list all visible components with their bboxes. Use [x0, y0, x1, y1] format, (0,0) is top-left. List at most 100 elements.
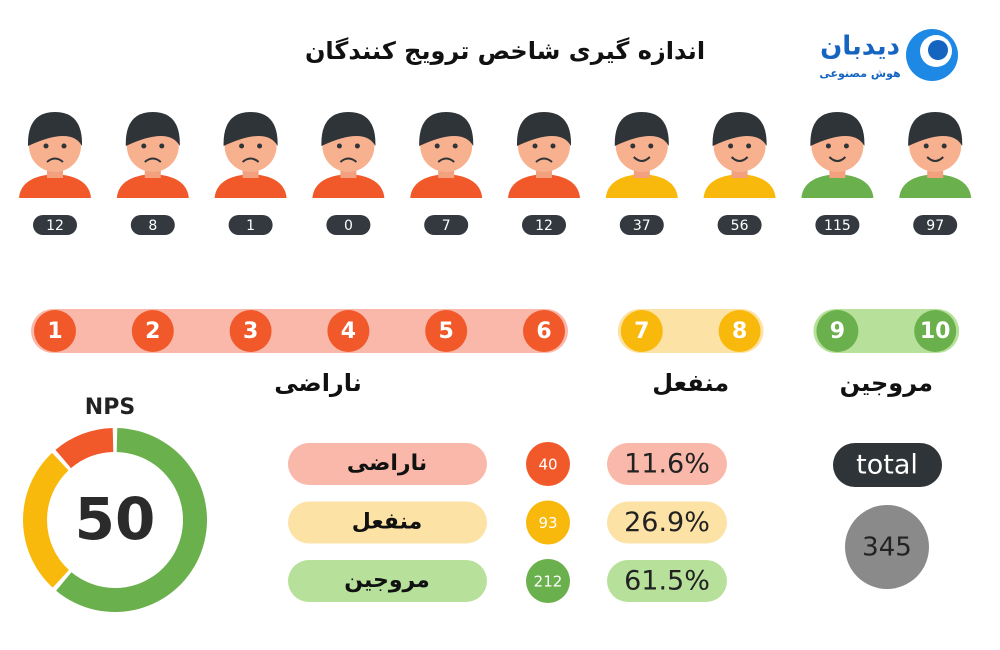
score-number: 1: [47, 319, 62, 344]
face-eye: [257, 143, 263, 149]
count-pill: [326, 215, 371, 235]
group-row-label: منفعل: [352, 510, 423, 535]
face-eye: [61, 143, 67, 149]
logo-tagline: هوش مصنوعی: [819, 67, 900, 80]
score-number: 8: [732, 319, 747, 344]
face-eye: [923, 143, 929, 149]
face-shirt: [801, 174, 874, 198]
face-shirt: [605, 174, 678, 198]
score-number: 9: [830, 319, 845, 344]
face-eye: [43, 143, 49, 149]
face-eye: [336, 143, 342, 149]
face-hair: [908, 112, 963, 146]
face-mouth: [730, 156, 749, 162]
face-eye: [843, 143, 849, 149]
nps-value: 50: [75, 485, 156, 553]
face-count: 12: [535, 218, 553, 234]
score-bubble: [523, 310, 565, 352]
score-bubble: [34, 310, 76, 352]
group-count: 212: [534, 573, 563, 591]
score-bubble: [131, 310, 174, 352]
score-number: 6: [536, 319, 551, 344]
group-label: مروجین: [840, 369, 933, 397]
face-hair: [27, 112, 83, 146]
face-mouth: [926, 156, 944, 162]
face-mouth: [437, 157, 455, 163]
face-count: 115: [824, 218, 851, 234]
face-mouth: [339, 157, 358, 163]
face-count: 12: [46, 218, 64, 234]
face-eye: [354, 143, 360, 149]
face-hair: [419, 112, 474, 146]
score-bubble: [327, 310, 370, 352]
face-count: 8: [148, 218, 157, 234]
percent-pill: [607, 501, 727, 544]
total-circle: [845, 505, 929, 589]
face-shirt: [312, 174, 385, 198]
group-percent: 61.5%: [624, 566, 710, 597]
face-count: 56: [731, 218, 749, 234]
face-count: 1: [246, 218, 255, 234]
face-count: 37: [633, 218, 651, 234]
face-count: 0: [344, 218, 353, 234]
score-bubble: [425, 310, 468, 352]
face: [801, 112, 874, 198]
score-bubble: [229, 310, 272, 352]
face-hair: [223, 112, 278, 146]
score-number: 4: [341, 319, 356, 344]
face-count: 7: [442, 218, 451, 234]
face-eye: [239, 143, 245, 149]
group-row-label: ناراضی: [347, 451, 427, 476]
face: [899, 112, 972, 198]
face-eye: [825, 143, 831, 149]
face-eye: [434, 143, 440, 149]
face-hair: [125, 112, 180, 146]
face-hair: [614, 112, 669, 146]
face-eye: [141, 143, 147, 149]
face: [605, 112, 678, 198]
face-mouth: [535, 157, 553, 163]
face-shirt: [116, 174, 189, 198]
face-shirt: [214, 174, 287, 198]
count-pill: [619, 215, 664, 235]
total-pill: [833, 443, 942, 487]
logo-icon-core: [928, 40, 948, 60]
face-mouth: [144, 157, 162, 163]
face: [116, 112, 189, 198]
face-eye: [550, 143, 556, 149]
count-pill: [228, 215, 273, 235]
group-pill: [288, 443, 487, 485]
face-eye: [159, 143, 165, 149]
face: [703, 112, 776, 198]
face-mouth: [633, 156, 651, 162]
score-bubble: [620, 310, 663, 352]
count-pill: [913, 215, 958, 235]
group-pill: [288, 501, 487, 544]
count-pill: [815, 215, 860, 235]
group-count: 40: [538, 456, 557, 474]
group-count: 93: [538, 514, 557, 532]
face: [312, 112, 385, 198]
nps-label: NPS: [85, 395, 135, 420]
score-number: 2: [145, 319, 160, 344]
group-percent: 26.9%: [624, 507, 710, 538]
face-shirt: [410, 174, 483, 198]
face: [19, 112, 91, 198]
group-row-label: مروجین: [344, 568, 430, 593]
count-circle: [526, 559, 570, 603]
score-number: 7: [634, 319, 649, 344]
logo-name: دیدبان: [820, 32, 900, 62]
title: اندازه گیری شاخص ترویج کنندگان: [305, 37, 705, 65]
face-eye: [746, 143, 752, 149]
face: [508, 112, 580, 198]
count-pill: [33, 215, 77, 235]
percent-pill: [607, 560, 727, 602]
score-bubble: [718, 310, 761, 352]
face-hair: [810, 112, 865, 146]
donut-segment: [56, 428, 207, 612]
face-eye: [630, 143, 636, 149]
count-circle: [526, 442, 570, 486]
donut-segment: [22, 452, 69, 588]
face-count: 97: [926, 218, 944, 234]
